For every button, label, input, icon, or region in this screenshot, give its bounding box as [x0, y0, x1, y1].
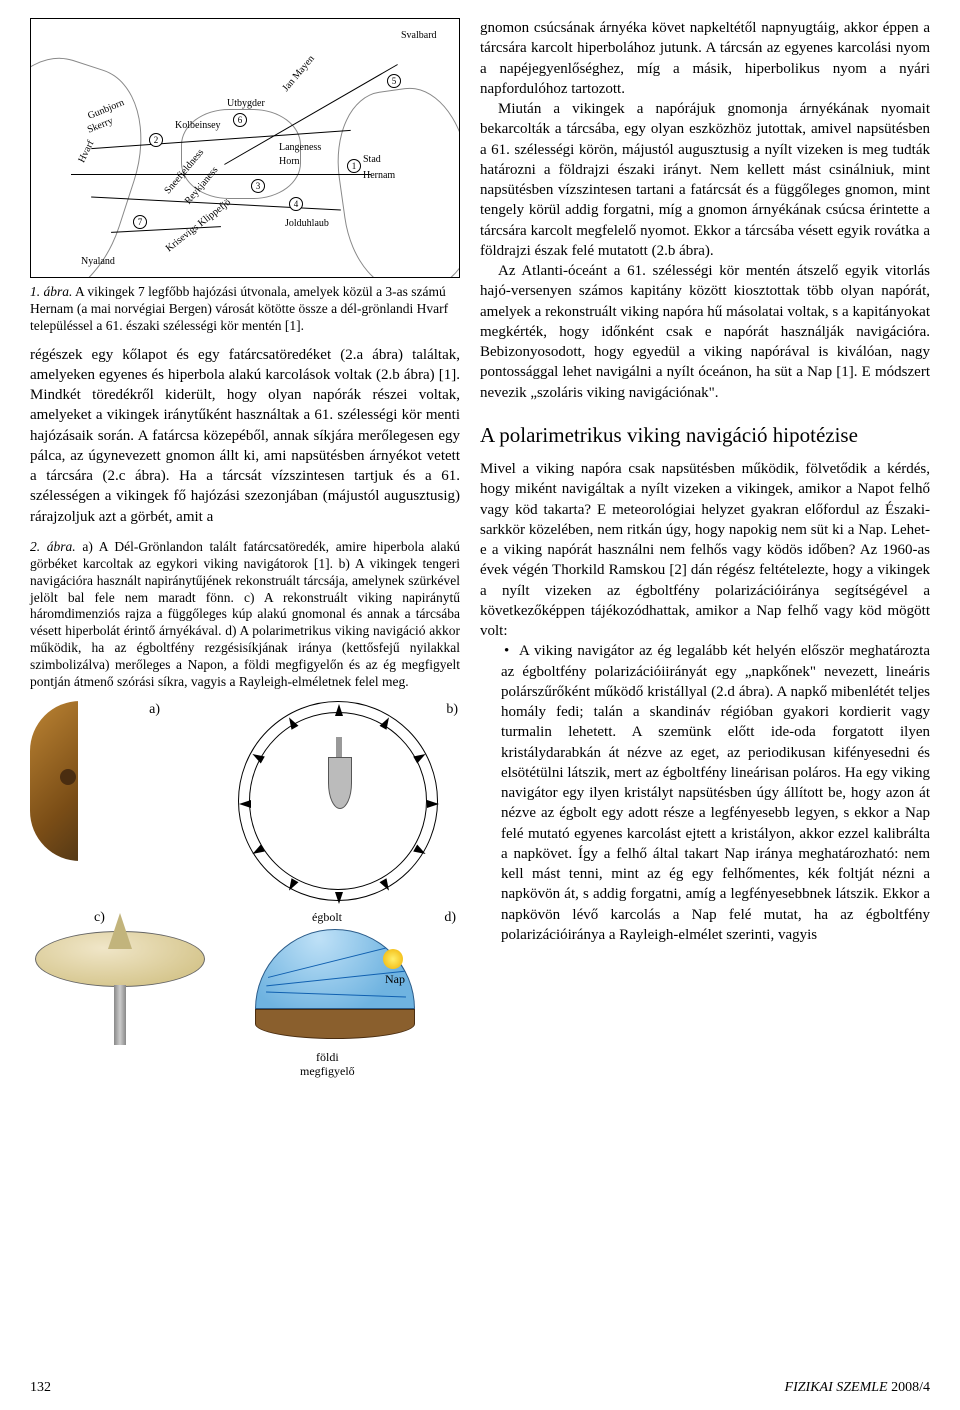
figure-1-caption: 1. ábra. A vikingek 7 legfőbb hajózási ú… [30, 284, 460, 335]
route-4: 4 [289, 197, 303, 211]
label-janmayen: Jan Mayen [280, 53, 318, 95]
panel-b-label: b) [446, 701, 458, 720]
panel-c-3d-disk [30, 913, 210, 1053]
label-hernam: Hernam [363, 169, 395, 183]
figure-2-caption-text: a) A Dél-Grönlandon talált fatárcsatöred… [30, 539, 460, 689]
route-5: 5 [387, 74, 401, 88]
label-jolduhlaub: Jolduhlaub [285, 217, 329, 231]
left-body-text: régészek egy kőlapot és egy fatárcsatöre… [30, 345, 460, 527]
label-krisevigs: Krisevigs Klippefjö [163, 196, 234, 255]
panel-d-sphere: égbolt Nap földi megfigyelő [240, 913, 430, 1093]
right-para-1: gnomon csúcsának árnyéka követ napkeltét… [480, 18, 930, 99]
panel-a-artifact [30, 701, 126, 861]
panel-b-disk [238, 701, 438, 901]
route-6: 6 [233, 113, 247, 127]
label-egbolt: égbolt [312, 909, 342, 925]
label-stad: Stad [363, 153, 381, 167]
label-nyaland: Nyaland [81, 255, 115, 269]
route-7: 7 [133, 215, 147, 229]
page-number: 132 [30, 1379, 51, 1398]
figure-1-map: 1 2 3 4 5 6 7 Svalbard Jan Mayen Utbygde… [30, 18, 460, 278]
right-bullet: A viking navigátor az ég legalább két he… [480, 641, 930, 945]
panel-d-label: d) [444, 909, 456, 928]
section-heading: A polarimetrikus viking navigáció hipoté… [480, 421, 930, 449]
label-horn: Horn [279, 155, 300, 169]
right-para-4: Mivel a viking napóra csak napsütésben m… [480, 459, 930, 641]
route-1: 1 [347, 159, 361, 173]
route-3: 3 [251, 179, 265, 193]
figure-2-number: 2. ábra. [30, 539, 76, 554]
label-nap: Nap [385, 971, 405, 987]
figure-2-caption: 2. ábra. a) A Dél-Grönlandon talált fatá… [30, 539, 460, 691]
route-2: 2 [149, 133, 163, 147]
right-para-3: Az Atlanti-óceánt a 61. szélességi kör m… [480, 261, 930, 403]
right-para-2: Miután a vikingek a napórájuk gnomonja á… [480, 99, 930, 261]
panel-a-label: a) [149, 701, 160, 720]
journal-issue: 2008/4 [891, 1380, 930, 1395]
page-footer: 132 FIZIKAI SZEMLE 2008/4 [30, 1379, 930, 1398]
journal-name: FIZIKAI SZEMLE [785, 1380, 888, 1395]
label-kolbeinsey: Kolbeinsey [175, 119, 221, 133]
figure-1-number: 1. ábra. [30, 284, 72, 299]
label-svalbard: Svalbard [401, 29, 437, 43]
label-megfigyelo: megfigyelő [300, 1063, 355, 1079]
label-utbygder: Utbygder [227, 97, 265, 111]
figure-1-caption-text: A vikingek 7 legfőbb hajózási útvonala, … [30, 284, 448, 333]
label-langeness: Langeness [279, 141, 321, 155]
figure-2-grid: a) b) [30, 701, 460, 1093]
